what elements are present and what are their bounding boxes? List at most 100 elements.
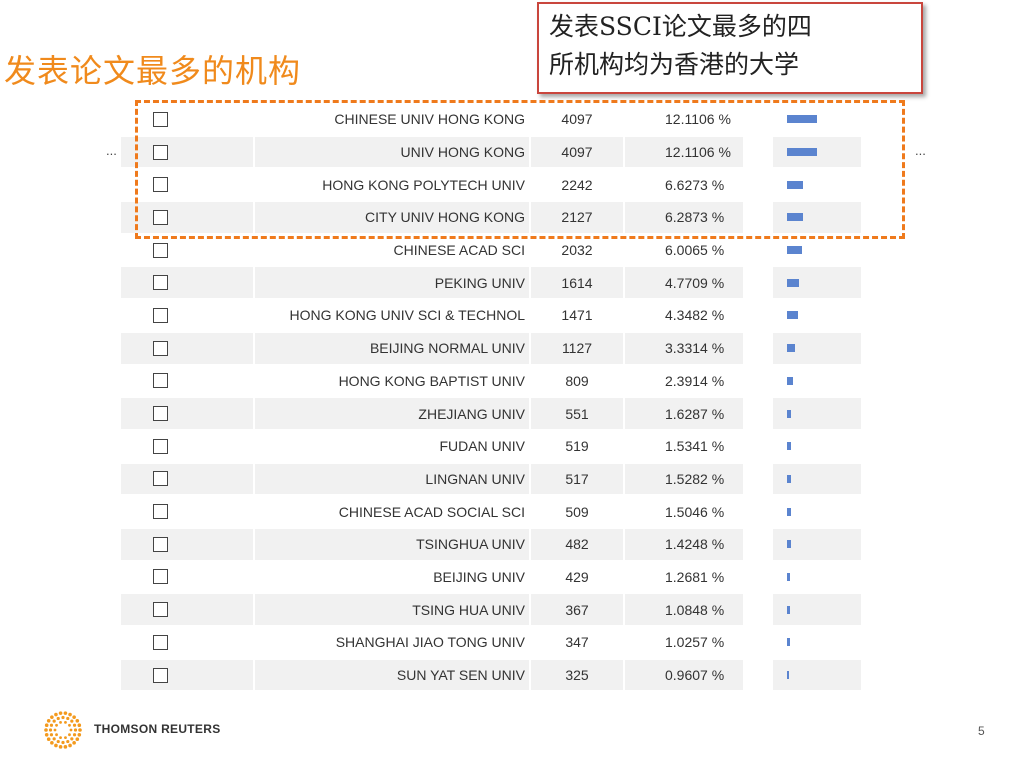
row-checkbox[interactable]: [153, 602, 168, 618]
institution-name: BEIJING NORMAL UNIV: [255, 332, 529, 364]
institution-name: CHINESE UNIV HONG KONG: [334, 111, 525, 128]
row-checkbox[interactable]: [153, 275, 168, 291]
bar-cell: [773, 169, 861, 200]
row-checkbox[interactable]: [153, 634, 168, 650]
bar-cell: [773, 366, 861, 397]
checkbox-cell: [121, 659, 253, 691]
share-bar: [787, 376, 793, 385]
institution-name: SUN YAT SEN UNIV: [255, 659, 529, 691]
row-checkbox[interactable]: [153, 209, 168, 225]
percent-of-total: 1.4248 %: [625, 528, 743, 560]
table-row: HONG KONG BAPTIST UNIV 809 2.3914 %: [121, 365, 861, 398]
checkbox-cell: [121, 627, 253, 658]
share-bar: [787, 213, 803, 222]
callout-line-2: 所机构均为香港的大学: [549, 50, 800, 79]
checkbox-cell: [121, 104, 253, 135]
checkbox-cell: [121, 267, 253, 299]
share-bar: [787, 605, 790, 614]
institution-name: TSING HUA UNIV: [255, 594, 529, 625]
table-row: LINGNAN UNIV 517 1.5282 %: [121, 463, 861, 496]
row-checkbox[interactable]: [153, 111, 168, 127]
record-count: 517: [531, 463, 623, 495]
share-bar: [787, 638, 790, 647]
institution-name: HONG KONG UNIV SCI & TECHNOL: [289, 307, 525, 324]
record-count: 809: [565, 372, 589, 389]
record-count: 551: [531, 398, 623, 429]
share-bar: [787, 409, 791, 418]
share-bar: [787, 278, 799, 287]
bar-cell: [773, 627, 861, 658]
ellipsis-right: ...: [915, 143, 926, 158]
row-checkbox[interactable]: [153, 307, 168, 323]
bar-cell: [773, 202, 861, 233]
institution-name: BEIJING UNIV: [433, 568, 525, 585]
row-checkbox[interactable]: [153, 667, 168, 683]
row-checkbox[interactable]: [153, 471, 168, 487]
institution-name: UNIV HONG KONG: [255, 136, 529, 168]
slide-title: 发表论文最多的机构: [4, 52, 302, 90]
checkbox-cell: [121, 300, 253, 331]
percent-of-total: 12.1106 %: [665, 111, 731, 128]
table-row: CITY UNIV HONG KONG 2127 6.2873 %: [121, 201, 861, 234]
checkbox-cell: [121, 332, 253, 364]
share-bar: [787, 148, 817, 157]
row-checkbox[interactable]: [153, 504, 168, 520]
percent-of-total: 4.7709 %: [625, 267, 743, 299]
institution-name: CHINESE ACAD SOCIAL SCI: [338, 503, 525, 520]
row-checkbox[interactable]: [153, 569, 168, 585]
row-checkbox[interactable]: [153, 373, 168, 389]
record-count: 482: [531, 528, 623, 560]
bar-cell: [773, 267, 861, 299]
record-count: 367: [531, 594, 623, 625]
row-checkbox[interactable]: [153, 536, 168, 552]
checkbox-cell: [121, 594, 253, 625]
institution-name: HONG KONG BAPTIST UNIV: [338, 372, 525, 389]
percent-of-total: 1.0848 %: [625, 594, 743, 625]
record-count: 2032: [561, 242, 593, 259]
checkbox-cell: [121, 366, 253, 397]
record-count: 519: [565, 438, 589, 455]
share-bar: [787, 540, 791, 549]
row-checkbox[interactable]: [153, 177, 168, 193]
table-row: SHANGHAI JIAO TONG UNIV 347 1.0257 %: [121, 626, 861, 659]
institution-name: SHANGHAI JIAO TONG UNIV: [335, 634, 525, 651]
percent-of-total: 2.3914 %: [665, 372, 725, 389]
percent-of-total: 4.3482 %: [665, 307, 725, 324]
institution-name: CITY UNIV HONG KONG: [255, 202, 529, 233]
row-checkbox[interactable]: [153, 438, 168, 454]
bar-cell: [773, 104, 861, 135]
checkbox-cell: [121, 202, 253, 233]
table-row: CHINESE ACAD SCI 2032 6.0065 %: [121, 234, 861, 267]
page-number: 5: [978, 724, 985, 738]
record-count: 1127: [531, 332, 623, 364]
checkbox-cell: [121, 136, 253, 168]
percent-of-total: 6.0065 %: [665, 242, 725, 259]
table-row: BEIJING UNIV 429 1.2681 %: [121, 561, 861, 594]
row-checkbox[interactable]: [153, 242, 168, 258]
table-row: SUN YAT SEN UNIV 325 0.9607 %: [121, 659, 861, 692]
checkbox-cell: [121, 398, 253, 429]
bar-cell: [773, 496, 861, 527]
row-checkbox[interactable]: [153, 144, 168, 160]
row-checkbox[interactable]: [153, 406, 168, 422]
institution-table: CHINESE UNIV HONG KONG 4097 12.1106 % UNIV …: [121, 103, 861, 691]
bar-cell: [773, 562, 861, 593]
callout-line-1: 发表SSCI论文最多的四: [549, 12, 812, 41]
bar-cell: [773, 594, 861, 625]
institution-name: HONG KONG POLYTECH UNIV: [322, 176, 525, 193]
checkbox-cell: [121, 528, 253, 560]
ellipsis-left: ...: [106, 143, 117, 158]
bar-cell: [773, 300, 861, 331]
record-count: 4097: [531, 136, 623, 168]
checkbox-cell: [121, 431, 253, 462]
checkbox-cell: [121, 463, 253, 495]
callout-box: 发表SSCI论文最多的四 所机构均为香港的大学: [537, 2, 923, 94]
institution-name: ZHEJIANG UNIV: [255, 398, 529, 429]
record-count: 347: [565, 634, 589, 651]
row-checkbox[interactable]: [153, 340, 168, 356]
share-bar: [787, 572, 790, 581]
thomson-reuters-logo-icon: [44, 711, 82, 749]
table-row: TSINGHUA UNIV 482 1.4248 %: [121, 528, 861, 561]
bar-cell: [773, 398, 861, 429]
percent-of-total: 1.6287 %: [625, 398, 743, 429]
